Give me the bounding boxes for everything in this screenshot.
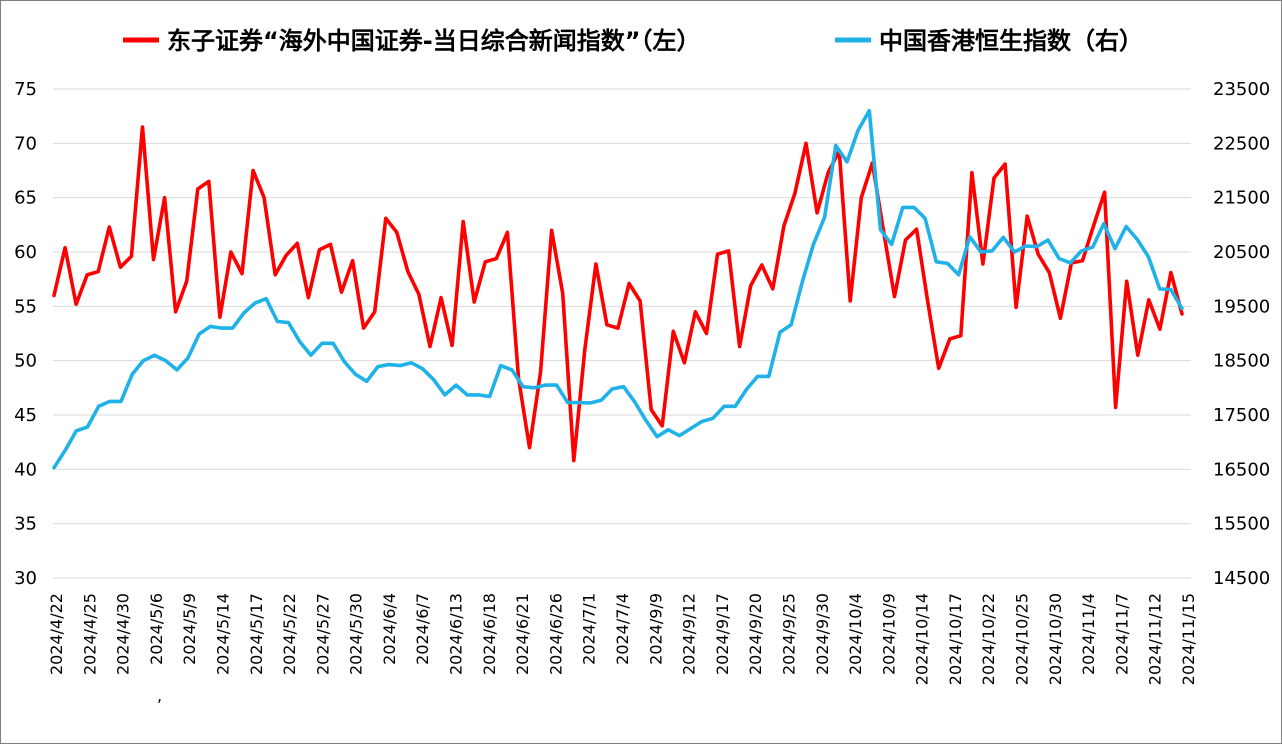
x-tick-label: 2024/7/4 [613,593,632,665]
left-tick-label: 45 [14,405,37,426]
left-tick-label: 55 [14,296,37,317]
x-tick-label: 2024/10/30 [1046,593,1065,685]
left-tick-label: 30 [14,568,37,589]
right-tick-label: 15500 [1213,514,1270,535]
x-tick-label: 2024/6/21 [513,593,532,675]
x-tick-label: 2024/6/18 [480,593,499,675]
x-tick-label: 2024/6/13 [447,593,466,675]
x-tick-label: 2024/5/30 [347,593,366,675]
left-tick-label: 50 [14,351,37,372]
x-tick-label: 2024/9/9 [646,593,665,665]
right-tick-label: 22500 [1213,133,1270,154]
x-tick-label: 2024/5/27 [313,593,332,675]
x-tick-label: 2024/10/4 [846,593,865,675]
right-tick-label: 19500 [1213,296,1270,317]
x-tick-label: 2024/11/12 [1146,593,1165,685]
gridlines [53,88,1191,579]
series-line-news-index [52,125,1184,463]
left-tick-label: 40 [14,459,37,480]
stray-comma-mark: , [157,686,162,705]
x-tick-label: 2024/4/30 [114,593,133,675]
x-tick-label: 2024/11/15 [1179,593,1198,685]
right-axis-ticks: 14500 15500 16500 17500 18500 19500 20500 21500… [1213,79,1270,589]
right-tick-label: 17500 [1213,405,1270,426]
right-tick-label: 14500 [1213,568,1270,589]
x-tick-label: 2024/11/4 [1079,593,1098,675]
x-axis-ticks: 2024/4/22 2024/4/25 2024/4/30 2024/5/6 2024/… [47,593,1198,685]
x-tick-label: 2024/5/6 [147,593,166,665]
left-tick-label: 70 [14,133,37,154]
x-tick-label: 2024/6/4 [380,593,399,665]
left-tick-label: 60 [14,242,37,263]
x-tick-label: 2024/6/7 [413,593,432,665]
x-tick-label: 2024/11/7 [1112,593,1131,675]
x-tick-label: 2024/10/14 [913,593,932,685]
x-tick-label: 2024/10/9 [879,593,898,675]
x-tick-label: 2024/4/25 [80,593,99,675]
x-tick-label: 2024/5/14 [213,593,232,675]
right-tick-label: 23500 [1213,79,1270,100]
x-tick-label: 2024/5/9 [180,593,199,665]
right-tick-label: 16500 [1213,459,1270,480]
legend-label-news-index: 东子证券“海外中国证券-当日综合新闻指数”（左） [167,27,701,55]
left-tick-label: 65 [14,188,37,209]
x-tick-label: 2024/9/30 [813,593,832,675]
right-tick-label: 20500 [1213,242,1270,263]
left-tick-label: 35 [14,514,37,535]
x-tick-label: 2024/6/26 [546,593,565,675]
x-tick-label: 2024/7/1 [580,593,599,665]
x-tick-label: 2024/9/25 [779,593,798,675]
x-tick-label: 2024/9/17 [713,593,732,675]
x-tick-label: 2024/5/17 [247,593,266,675]
x-tick-label: 2024/10/17 [946,593,965,685]
x-tick-label: 2024/9/20 [746,593,765,675]
x-tick-label: 2024/4/22 [47,593,66,675]
x-tick-label: 2024/5/22 [280,593,299,675]
left-axis-ticks: 30 35 40 45 50 55 60 65 70 75 [14,79,37,589]
series-lines [52,108,1184,470]
legend-label-hang-seng: 中国香港恒生指数（右） [879,27,1143,55]
x-tick-label: 2024/10/22 [979,593,998,685]
left-tick-label: 75 [14,79,37,100]
x-tick-label: 2024/10/25 [1013,593,1032,685]
right-tick-label: 21500 [1213,188,1270,209]
legend: 东子证券“海外中国证券-当日综合新闻指数”（左） 中国香港恒生指数（右） [123,27,1143,55]
series-line-hang-seng [52,108,1184,470]
x-tick-label: 2024/9/12 [680,593,699,675]
right-tick-label: 18500 [1213,351,1270,372]
